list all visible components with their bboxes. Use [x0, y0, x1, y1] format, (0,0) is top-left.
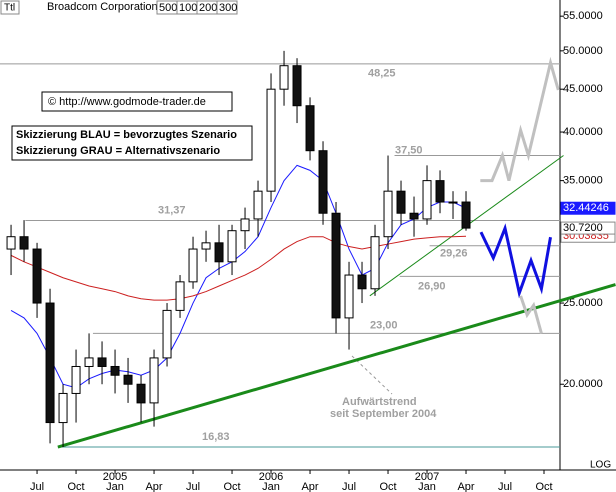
x-tick-label: Oct: [535, 481, 552, 492]
y-tick-label: 25.0000: [563, 297, 603, 309]
year-label: 2005: [103, 471, 127, 483]
y-tick-label: 35.0000: [563, 175, 603, 187]
candle-body: [19, 236, 29, 250]
candle-body: [409, 212, 419, 220]
y-tick-label: 20.0000: [563, 378, 603, 390]
y-tick-label: 40.0000: [563, 126, 603, 138]
y-tick-label: 50.0000: [563, 45, 603, 57]
y-tick-label: 45.0000: [563, 83, 603, 95]
price-tag-label: 30.7200: [563, 222, 603, 234]
x-tick-label: Jan: [262, 481, 280, 492]
note-box: [11, 125, 253, 161]
x-tick-label: Apr: [457, 481, 474, 492]
candle-body: [383, 190, 393, 238]
candle-body: [331, 212, 341, 319]
moving-average: [10, 164, 467, 389]
price-tag: [560, 221, 616, 235]
annotation: seit September 2004: [330, 408, 437, 420]
level-label: 48,25: [368, 68, 396, 80]
candle-body: [97, 357, 107, 367]
candle-body: [214, 242, 224, 263]
corner-box: [0, 0, 20, 15]
year-label: 2006: [259, 471, 283, 483]
candle-body: [357, 274, 367, 290]
candle-body: [318, 150, 328, 214]
x-tick-label: Jul: [30, 481, 44, 492]
period: 300: [219, 2, 237, 14]
x-tick-label: Apr: [145, 481, 162, 492]
level-label: 16,83: [202, 431, 230, 443]
level-label: 31,37: [158, 204, 186, 216]
note: Skizzierung BLAU = bevorzugtes Szenario: [16, 129, 237, 141]
candle-body: [6, 236, 16, 250]
candle-body: [305, 105, 315, 152]
candle-body: [240, 218, 250, 232]
x-tick-label: Oct: [379, 481, 396, 492]
x-tick-label: Jul: [342, 481, 356, 492]
candle-body: [461, 201, 471, 229]
x-tick-label: Oct: [67, 481, 84, 492]
copyright: © http://www.godmode-trader.de: [48, 96, 206, 108]
candle-body: [435, 180, 445, 203]
level-label: 29,26: [440, 248, 468, 260]
x-tick-label: Oct: [223, 481, 240, 492]
period: 100: [179, 2, 197, 14]
x-tick-label: Jan: [106, 481, 124, 492]
scale-label: LOG: [590, 460, 611, 471]
candle-body: [227, 230, 237, 263]
candle-body: [448, 201, 458, 204]
candle-body: [201, 242, 211, 250]
candle-body: [344, 274, 354, 319]
copyright-box: [41, 91, 233, 112]
candle-body: [175, 281, 185, 311]
annotation: Aufwärtstrend: [342, 396, 417, 408]
corner-label: Ttl: [4, 3, 15, 14]
period: 500: [159, 2, 177, 14]
candle-body: [188, 248, 198, 283]
price-tag: [560, 201, 616, 215]
candle-body: [266, 88, 276, 192]
candle-body: [136, 383, 146, 404]
level-label: 37,50: [395, 144, 423, 156]
candle-body: [84, 357, 94, 367]
y-tick-label: 55.0000: [563, 10, 603, 22]
candle-body: [123, 374, 133, 385]
candle-body: [149, 357, 159, 404]
candle-body: [32, 248, 42, 304]
candle-body: [253, 190, 263, 220]
candle-body: [45, 302, 55, 424]
periods: 500 100 200 300: [156, 0, 238, 15]
candle-body: [162, 309, 172, 359]
candle-body: [396, 190, 406, 214]
candle-body: [370, 236, 380, 290]
candle-body: [71, 365, 81, 394]
candle-body: [58, 392, 68, 424]
x-tick-label: Jan: [418, 481, 436, 492]
level-label: 26,90: [418, 280, 446, 292]
scenario: [480, 56, 560, 183]
period: 200: [199, 2, 217, 14]
note: Skizzierung GRAU = Alternativszenario: [16, 145, 220, 157]
moving-average: [10, 235, 467, 301]
candle-body: [110, 365, 120, 376]
x-tick-label: Jul: [498, 481, 512, 492]
chart-title: Broadcom Corporation: [47, 1, 158, 13]
x-tick-label: Jul: [186, 481, 200, 492]
candle-body: [279, 65, 289, 90]
x-tick-label: Apr: [301, 481, 318, 492]
scenario: [479, 223, 552, 299]
scenario: [519, 295, 543, 334]
price-tag-label: 32.44246: [563, 202, 609, 214]
candle-body: [292, 65, 302, 107]
year-label: 2007: [415, 471, 439, 483]
trendline: [57, 283, 616, 449]
level-label: 23,00: [370, 319, 398, 331]
candle-body: [422, 180, 432, 220]
period-box: [216, 0, 238, 15]
